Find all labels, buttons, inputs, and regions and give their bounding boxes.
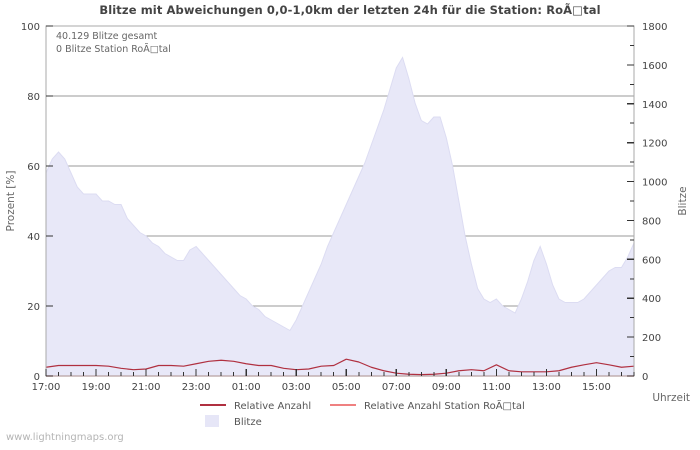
x-tick-label: 23:00 (182, 382, 211, 393)
legend-item-label: Blitze (234, 417, 262, 428)
y-tick-label-right: 1200 (642, 139, 667, 150)
axis-tick-labels: 17:00 19:00 21:00 23:00 01:00 03:00 05:00 07:00… (21, 22, 668, 393)
x-tick-label: 11:00 (482, 382, 511, 393)
y-tick-label-right: 1600 (642, 61, 667, 72)
plot-annotations: 40.129 Blitze gesamt 0 Blitze Station RoÃ… (56, 31, 171, 55)
legend-item[interactable]: Blitze (205, 415, 262, 428)
annotation-station-strikes: 0 Blitze Station RoÃ□tal (56, 44, 171, 55)
area-series-blitze (45, 56, 635, 376)
legend-color-swatch (205, 415, 219, 427)
watermark-label: www.lightningmaps.org (6, 432, 124, 443)
x-tick-label: 07:00 (382, 382, 411, 393)
y-tick-label-right: 1000 (642, 178, 667, 189)
annotation-total-strikes: 40.129 Blitze gesamt (56, 31, 158, 42)
y-axis-right-title: Blitze (677, 186, 689, 215)
y-tick-label-right: 800 (642, 216, 661, 227)
legend-item-label: Relative Anzahl Station RoÃ□tal (364, 399, 525, 412)
chart-legend: Relative Anzahl Relative Anzahl Station R… (200, 399, 525, 428)
y-tick-label-left: 60 (27, 162, 40, 173)
y-tick-label-left: 0 (34, 372, 40, 383)
y-tick-label-left: 100 (21, 22, 40, 33)
legend-item[interactable]: Relative Anzahl (200, 401, 311, 412)
x-tick-label: 15:00 (582, 382, 611, 393)
x-tick-label: 05:00 (332, 382, 361, 393)
x-tick-label: 13:00 (532, 382, 561, 393)
y-axis-left-title: Prozent [%] (5, 171, 17, 232)
y-tick-label-right: 0 (642, 372, 648, 383)
y-tick-label-left: 80 (27, 92, 40, 103)
x-tick-label: 09:00 (432, 382, 461, 393)
chart-title: Blitze mit Abweichungen 0,0-1,0km der le… (99, 3, 601, 17)
y-tick-label-right: 1400 (642, 100, 667, 111)
x-tick-label: 01:00 (232, 382, 261, 393)
legend-item-label: Relative Anzahl (234, 401, 311, 412)
x-axis-title: Uhrzeit (652, 392, 690, 404)
y-tick-label-left: 40 (27, 232, 40, 243)
x-tick-label: 17:00 (32, 382, 61, 393)
y-tick-label-right: 600 (642, 255, 661, 266)
x-tick-label: 21:00 (132, 382, 161, 393)
y-tick-label-left: 20 (27, 302, 40, 313)
x-tick-label: 19:00 (82, 382, 111, 393)
y-tick-label-right: 1800 (642, 22, 667, 33)
legend-item[interactable]: Relative Anzahl Station RoÃ□tal (330, 399, 525, 412)
y-tick-label-right: 200 (642, 333, 661, 344)
series-line-0 (45, 358, 635, 376)
x-tick-label: 03:00 (282, 382, 311, 393)
axis-ticks (45, 25, 635, 377)
y-tick-label-right: 400 (642, 294, 661, 305)
